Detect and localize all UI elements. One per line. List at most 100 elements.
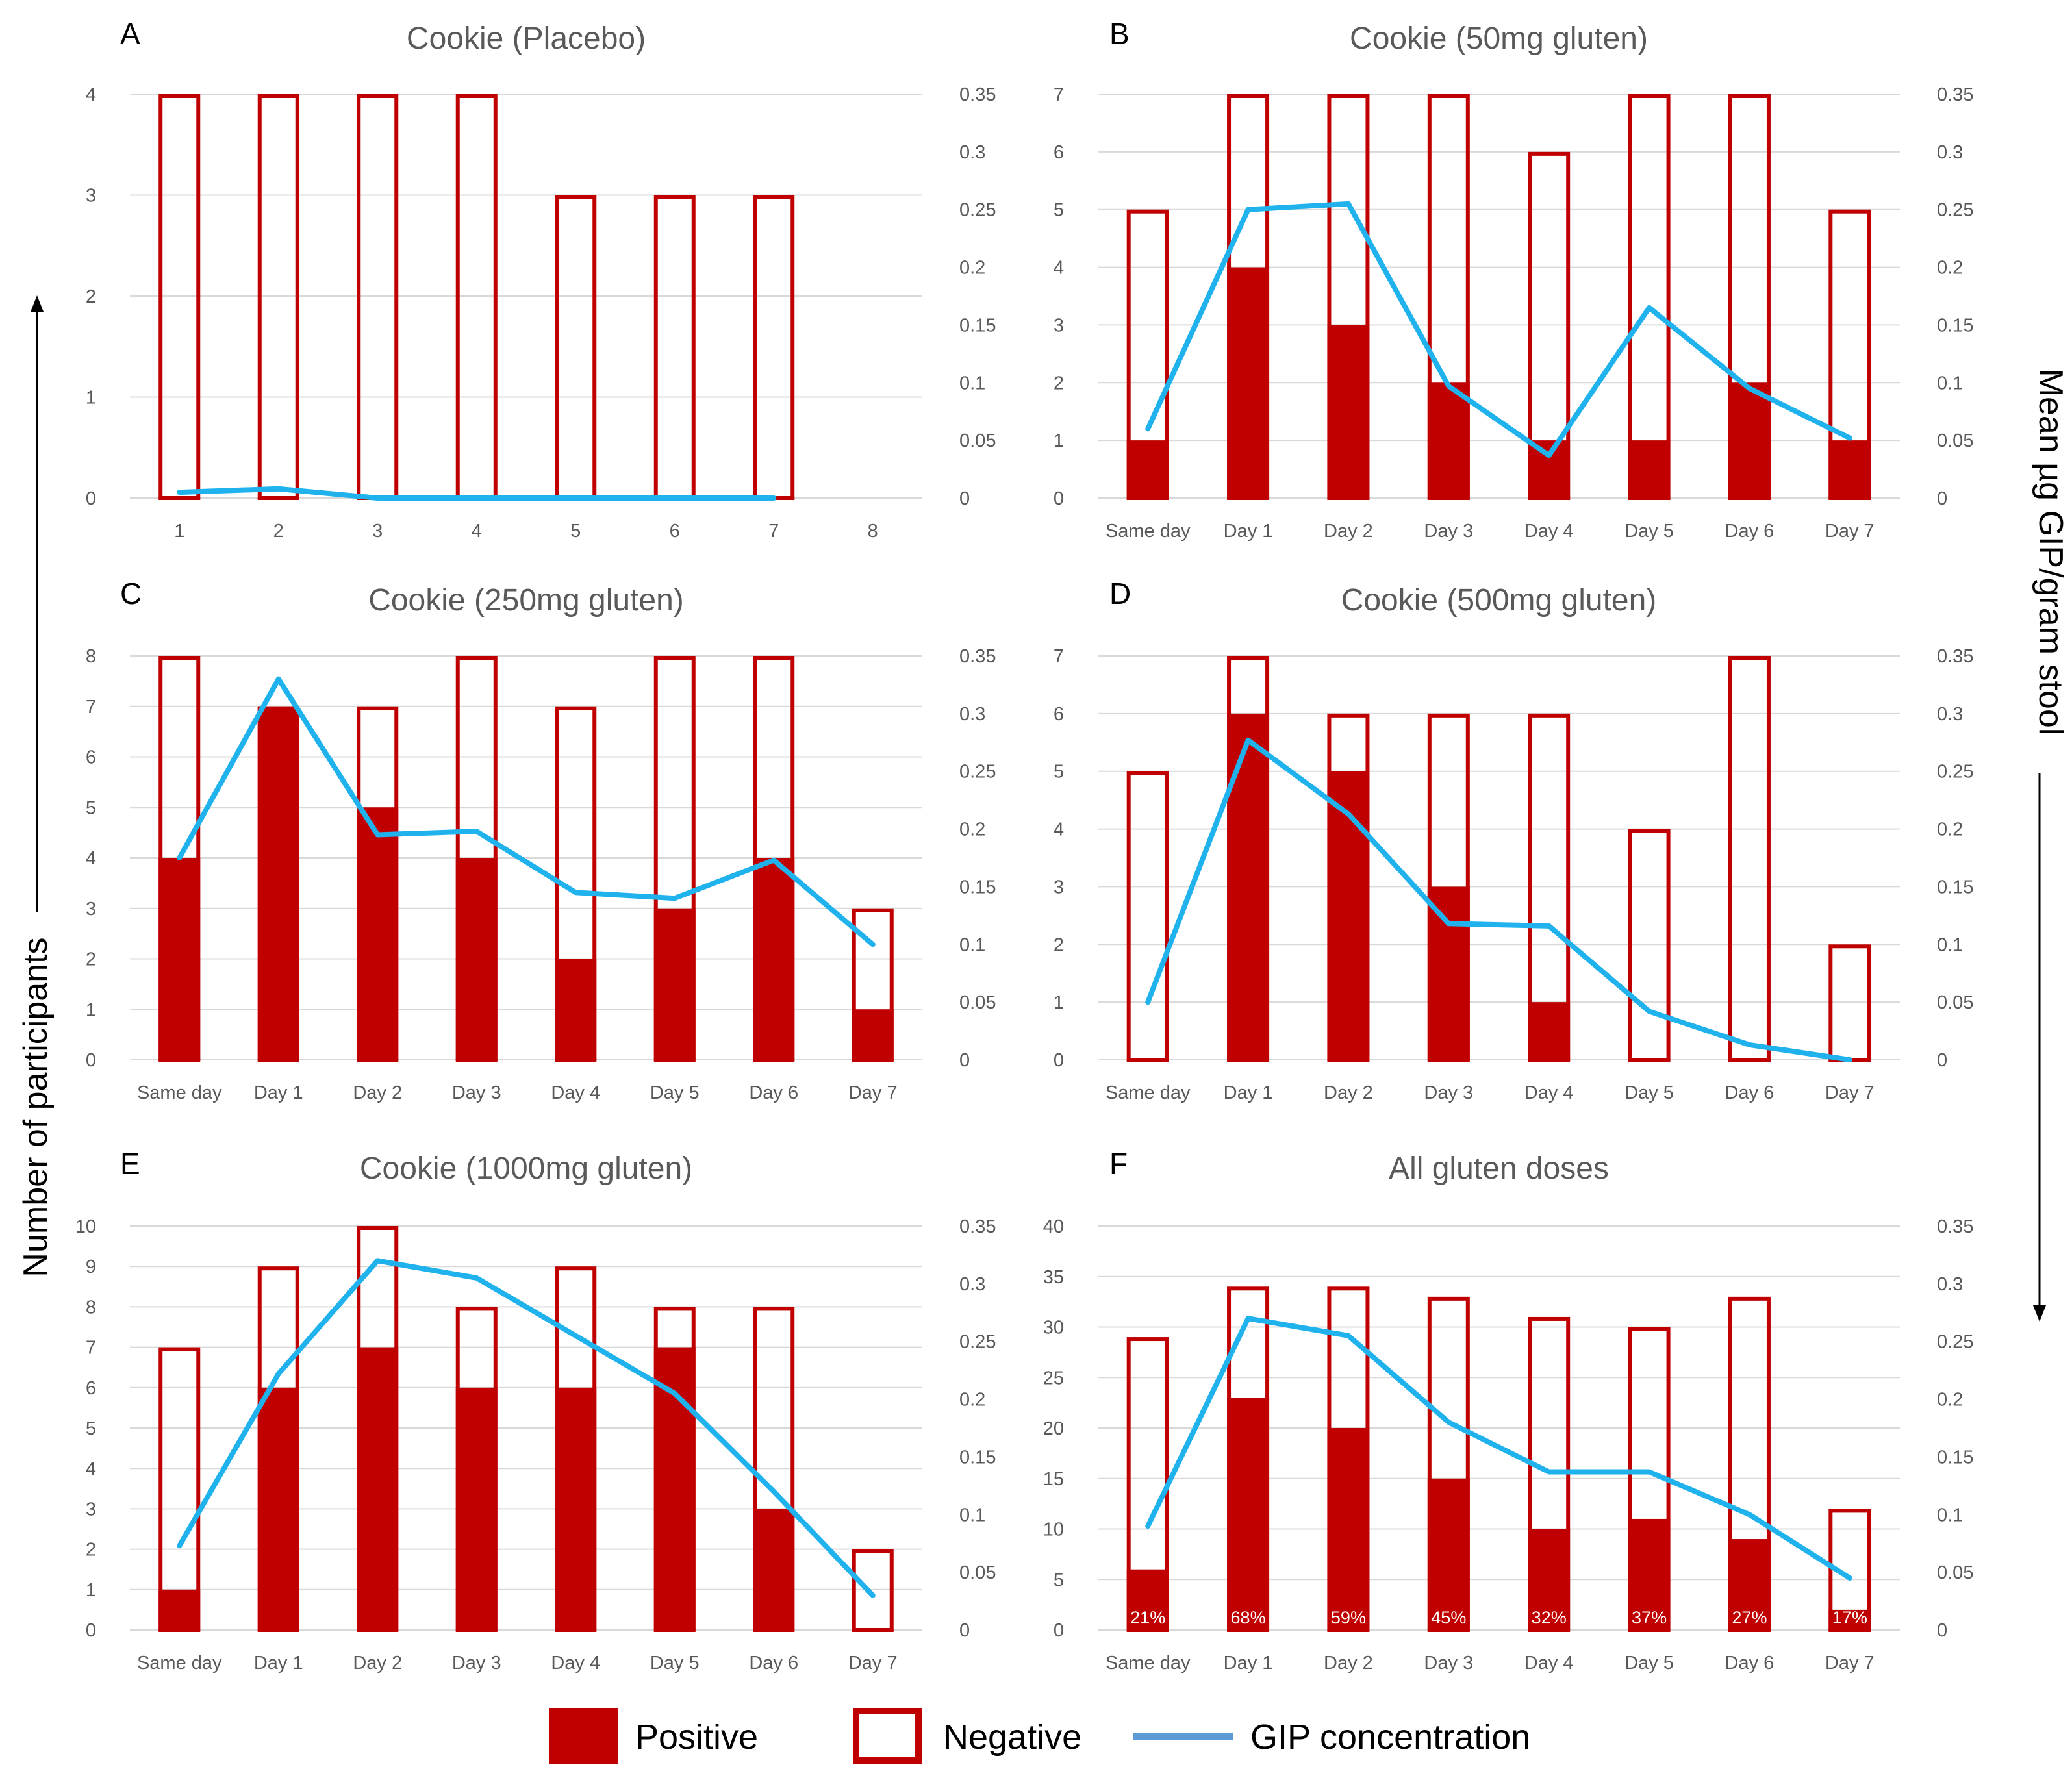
bar-positive xyxy=(1327,1428,1370,1630)
x-tick-label: Day 2 xyxy=(1324,1083,1373,1103)
y-tick-left: 4 xyxy=(86,848,96,869)
y-tick-right: 0.35 xyxy=(1937,84,1973,105)
x-tick-label: Day 2 xyxy=(353,1083,402,1103)
percent-label: 32% xyxy=(1532,1608,1567,1627)
percent-label: 27% xyxy=(1732,1608,1767,1627)
y-tick-right: 0.2 xyxy=(959,258,985,279)
y-tick-right: 0.25 xyxy=(959,762,996,783)
x-tick-label: Day 1 xyxy=(254,1653,303,1673)
x-tick-label: Day 5 xyxy=(650,1653,700,1673)
legend-positive-swatch xyxy=(549,1708,618,1764)
x-tick-label: Day 7 xyxy=(1825,1653,1875,1673)
bar-positive xyxy=(653,1347,696,1630)
y-tick-left: 6 xyxy=(86,747,96,768)
x-tick-label: Day 5 xyxy=(1624,1653,1674,1673)
bar-positive xyxy=(1227,713,1270,1060)
y-tick-right: 0 xyxy=(959,488,970,509)
x-tick-label: Day 7 xyxy=(1825,521,1875,542)
panel-title: Cookie (Placebo) xyxy=(407,21,646,56)
x-tick-label: Day 4 xyxy=(551,1083,600,1103)
y-tick-left: 0 xyxy=(1054,1050,1064,1071)
x-tick-label: Day 2 xyxy=(353,1653,402,1673)
bar-positive xyxy=(1427,1478,1470,1630)
bar-total-outline xyxy=(158,1347,201,1633)
y-tick-left: 7 xyxy=(86,697,96,718)
bar-positive xyxy=(1528,1002,1571,1060)
panel-letter: B xyxy=(1109,17,1130,51)
x-tick-label: 6 xyxy=(670,521,680,542)
y-tick-right: 0.3 xyxy=(959,142,985,163)
panel-title: Cookie (50mg gluten) xyxy=(1350,21,1648,56)
y-tick-right: 0.15 xyxy=(959,315,996,336)
x-tick-label: Same day xyxy=(1105,521,1191,542)
legend-negative-label: Negative xyxy=(943,1718,1081,1757)
bar-positive xyxy=(1728,1539,1771,1630)
y-tick-left: 5 xyxy=(1054,762,1064,783)
x-tick-label: Day 6 xyxy=(749,1653,798,1673)
bar-total-outline xyxy=(1828,944,1871,1062)
y-tick-left: 20 xyxy=(1043,1418,1064,1439)
legend-gip-label: GIP concentration xyxy=(1250,1718,1530,1757)
y-tick-right: 0.2 xyxy=(959,820,985,840)
y-tick-left: 1 xyxy=(1054,992,1064,1013)
y-tick-right: 0 xyxy=(1937,1620,1947,1641)
y-tick-left: 0 xyxy=(1054,1620,1064,1641)
x-tick-label: Day 2 xyxy=(1324,1653,1373,1673)
y-tick-left: 2 xyxy=(1054,373,1064,394)
bar-positive xyxy=(753,858,795,1060)
x-tick-label: Day 3 xyxy=(452,1083,501,1103)
legend-gip-swatch xyxy=(1133,1733,1233,1740)
y-tick-right: 0.15 xyxy=(1937,1447,1973,1468)
percent-label: 37% xyxy=(1632,1608,1667,1627)
bar-positive xyxy=(1126,1569,1169,1630)
y-tick-left: 4 xyxy=(1054,820,1064,840)
y-tick-left: 7 xyxy=(86,1338,96,1359)
y-tick-right: 0 xyxy=(959,1050,970,1071)
y-tick-left: 2 xyxy=(86,1540,96,1561)
y-tick-left: 0 xyxy=(1054,488,1064,509)
bar-total-outline xyxy=(357,94,399,500)
y-tick-left: 5 xyxy=(1054,1570,1064,1590)
y-tick-right: 0.05 xyxy=(1937,992,1973,1013)
panel-b: B Cookie (50mg gluten) 0 1 2 3 4 5 6 7 0 0.05 0.1 0.1… xyxy=(1054,17,1974,542)
right-axis-title: Mean µg GIP/gram stool xyxy=(2032,369,2069,736)
panel-title: Cookie (1000mg gluten) xyxy=(360,1151,692,1186)
panel-title: All gluten doses xyxy=(1389,1151,1609,1186)
y-tick-right: 0.05 xyxy=(1937,431,1973,451)
y-tick-left: 30 xyxy=(1043,1318,1064,1338)
y-tick-right: 0.1 xyxy=(1937,934,1963,955)
y-tick-left: 3 xyxy=(86,899,96,920)
bar-positive xyxy=(158,858,201,1060)
y-tick-right: 0.25 xyxy=(959,1332,996,1353)
bar-total-outline xyxy=(1126,771,1169,1062)
y-tick-right: 0.05 xyxy=(959,1562,996,1583)
x-tick-label: Day 1 xyxy=(254,1083,303,1103)
y-tick-right: 0.05 xyxy=(959,431,996,451)
y-tick-left: 7 xyxy=(1054,84,1064,105)
legend-positive-label: Positive xyxy=(635,1718,758,1757)
gip-line xyxy=(1145,737,1852,1062)
bar-positive xyxy=(1728,382,1771,498)
x-tick-label: Day 6 xyxy=(1725,1083,1775,1103)
y-tick-left: 4 xyxy=(86,1459,96,1479)
right-axis-arrow-head xyxy=(2033,1305,2046,1322)
x-tick-label: Day 3 xyxy=(1424,1653,1473,1673)
gip-line xyxy=(177,486,777,501)
bar-positive xyxy=(1427,886,1470,1060)
x-tick-label: 7 xyxy=(768,521,779,542)
y-tick-right: 0.3 xyxy=(1937,704,1963,725)
panel-title: Cookie (500mg gluten) xyxy=(1341,583,1657,618)
y-tick-left: 1 xyxy=(1054,431,1064,451)
bar-positive xyxy=(653,908,696,1060)
y-tick-left: 35 xyxy=(1043,1267,1064,1288)
y-tick-right: 0.1 xyxy=(1937,1505,1963,1525)
y-tick-left: 0 xyxy=(86,1620,96,1641)
bar-positive xyxy=(1327,771,1370,1060)
panels-group: A Cookie (Placebo)0123400.050.10.150.20.2… xyxy=(75,17,1974,1673)
x-tick-label: Day 1 xyxy=(1224,521,1273,542)
gip-line xyxy=(177,1258,876,1598)
y-tick-left: 2 xyxy=(86,949,96,970)
y-tick-left: 2 xyxy=(1054,934,1064,955)
bar-positive xyxy=(1227,1398,1270,1630)
